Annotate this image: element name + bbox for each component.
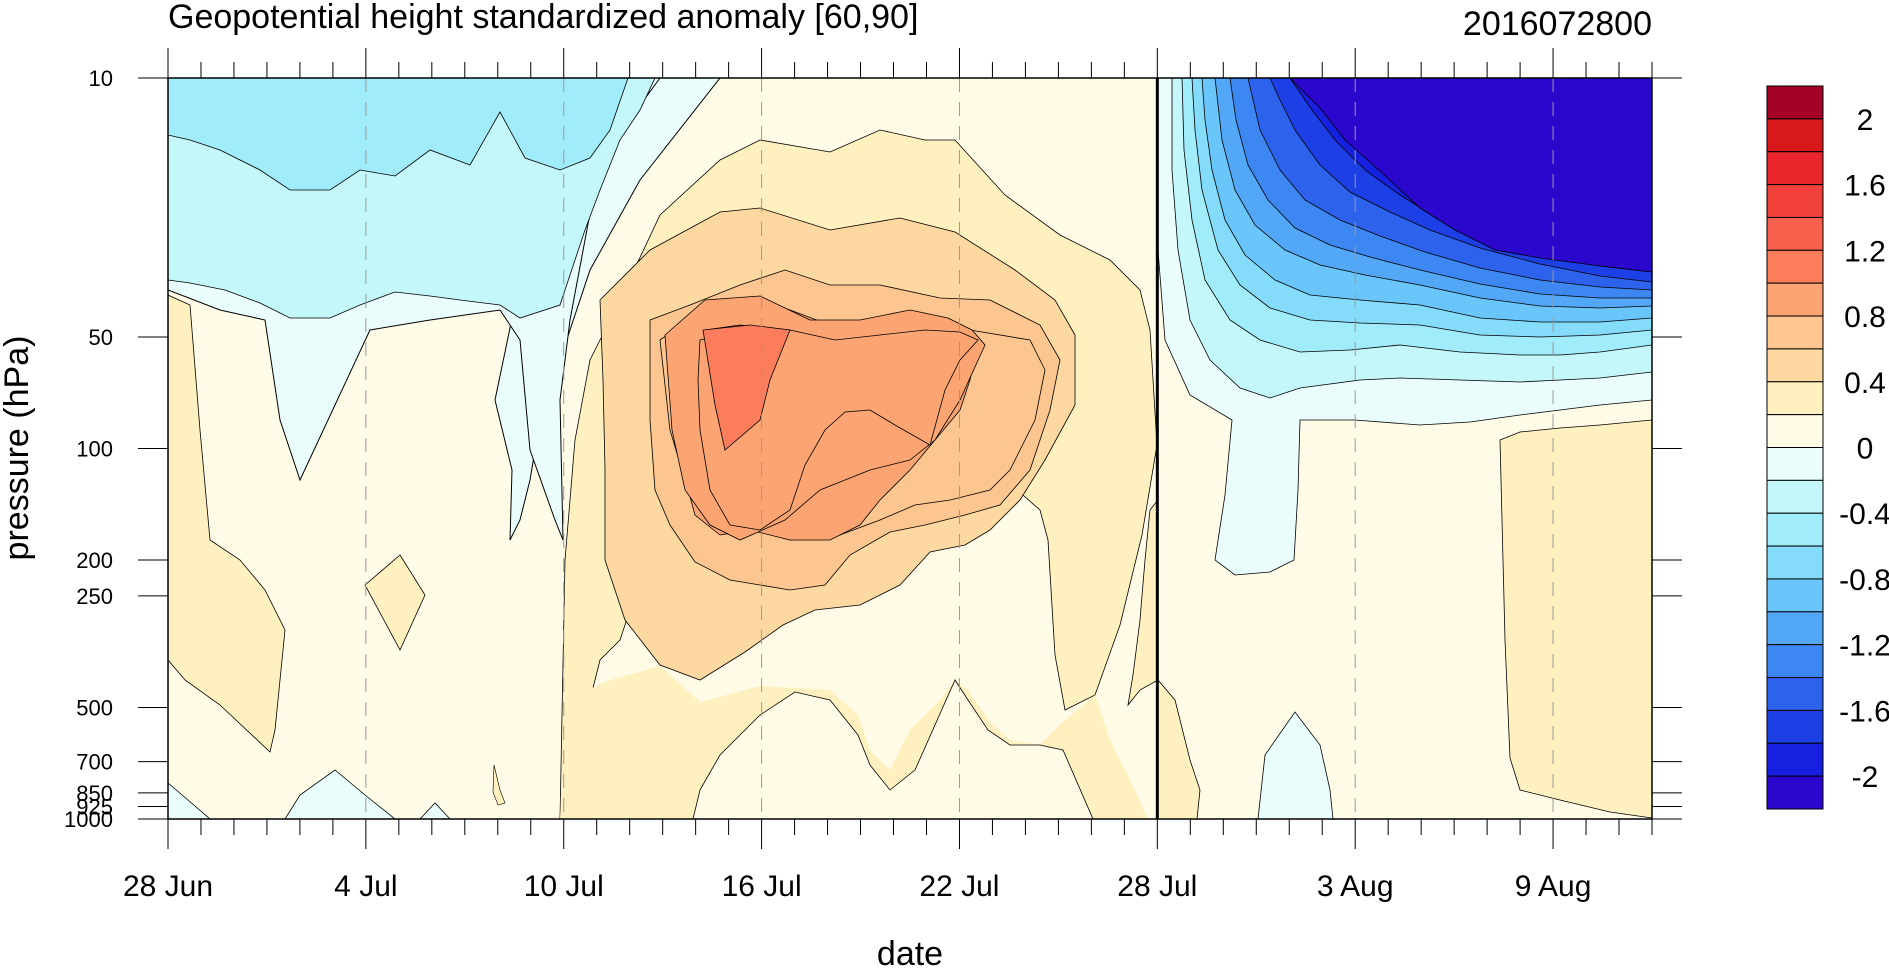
pos-region-center-peak — [702, 324, 791, 451]
y-tick-label: 200 — [76, 548, 113, 573]
colorbar-label: -0.8 — [1839, 564, 1889, 597]
x-axis-title: date — [877, 935, 943, 969]
pos-region-prefcst — [1127, 498, 1159, 707]
colorbar-swatch — [1766, 282, 1824, 317]
x-tick-label: 9 Aug — [1515, 870, 1592, 903]
colorbar-swatch — [1766, 709, 1824, 744]
x-tick-label: 10 Jul — [524, 870, 604, 903]
colorbar-label: -0.4 — [1839, 498, 1889, 531]
pos-region-left — [168, 294, 286, 753]
colorbar-swatch — [1766, 775, 1824, 810]
y-tick-label: 10 — [89, 66, 113, 91]
pos-patch-small — [364, 554, 426, 651]
colorbar-swatch — [1766, 151, 1824, 186]
colorbar-label: 0 — [1857, 433, 1874, 466]
colorbar: 2 1.6 1.2 0.8 0.4 0 -0.4 -0.8 -1.2 -1.6 -2 — [1766, 85, 1889, 810]
chart-subtitle: 2016072800 — [1463, 5, 1652, 43]
colorbar-swatch — [1766, 414, 1824, 448]
plot-area — [168, 78, 1652, 819]
chart-title: Geopotential height standardized anomaly… — [168, 0, 918, 36]
colorbar-swatch — [1766, 644, 1824, 679]
colorbar-label: 0.4 — [1844, 367, 1886, 400]
colorbar-swatch — [1766, 611, 1824, 646]
pos-sliver — [492, 764, 506, 806]
colorbar-swatch — [1766, 348, 1824, 383]
x-axis: 28 Jun 4 Jul 10 Jul 16 Jul 22 Jul 28 Jul 3 Aug… — [123, 48, 1653, 903]
y-tick-label: 850 — [76, 781, 113, 806]
colorbar-swatch — [1766, 381, 1824, 416]
x-tick-label: 16 Jul — [722, 870, 802, 903]
colorbar-swatch — [1766, 479, 1824, 514]
y-tick-label: 500 — [76, 695, 113, 720]
colorbar-label: -2 — [1852, 761, 1879, 794]
x-tick-label: 3 Aug — [1317, 870, 1394, 903]
neg-region-forecast-core — [1289, 78, 1652, 273]
colorbar-swatch — [1766, 216, 1824, 251]
colorbar-swatch — [1766, 512, 1824, 547]
colorbar-swatch — [1766, 118, 1824, 153]
neg-patch-bottom-2 — [284, 769, 396, 819]
colorbar-swatch — [1766, 677, 1824, 711]
zero-region-center-lower — [692, 679, 1094, 819]
colorbar-label: -1.6 — [1839, 695, 1889, 728]
neg-region-upper-left-3 — [168, 78, 629, 191]
colorbar-label: -1.2 — [1839, 630, 1889, 663]
x-tick-label: 4 Jul — [334, 870, 397, 903]
colorbar-label: 2 — [1857, 104, 1874, 137]
colorbar-swatch — [1766, 249, 1824, 284]
y-tick-label: 925 — [76, 794, 113, 819]
x-tick-label: 22 Jul — [919, 870, 999, 903]
neg-patch-bottom-left — [168, 782, 211, 819]
colorbar-swatch — [1766, 184, 1824, 218]
neg-region-forecast-bottom — [1257, 711, 1334, 819]
colorbar-swatch — [1766, 85, 1824, 120]
x-tick-label: 28 Jul — [1117, 870, 1197, 903]
pos-region-forecast-right — [1499, 419, 1652, 819]
x-gridlines — [365, 78, 1554, 819]
colorbar-swatch — [1766, 315, 1824, 350]
colorbar-label: 1.2 — [1844, 235, 1886, 268]
colorbar-label: 1.6 — [1844, 170, 1886, 203]
colorbar-swatch — [1766, 578, 1824, 613]
y-tick-label: 700 — [76, 750, 113, 775]
y-tick-label: 1000 — [64, 807, 113, 832]
x-tick-label: 28 Jun — [123, 870, 213, 903]
y-axis-title: pressure (hPa) — [0, 336, 36, 561]
y-tick-label: 250 — [76, 584, 113, 609]
y-tick-label: 50 — [89, 325, 113, 350]
y-tick-label: 100 — [76, 437, 113, 462]
neg-patch-bottom-3 — [419, 802, 451, 819]
colorbar-label: 0.8 — [1844, 301, 1886, 334]
colorbar-swatch — [1766, 545, 1824, 580]
colorbar-swatch — [1766, 742, 1824, 777]
colorbar-swatch — [1766, 447, 1824, 481]
